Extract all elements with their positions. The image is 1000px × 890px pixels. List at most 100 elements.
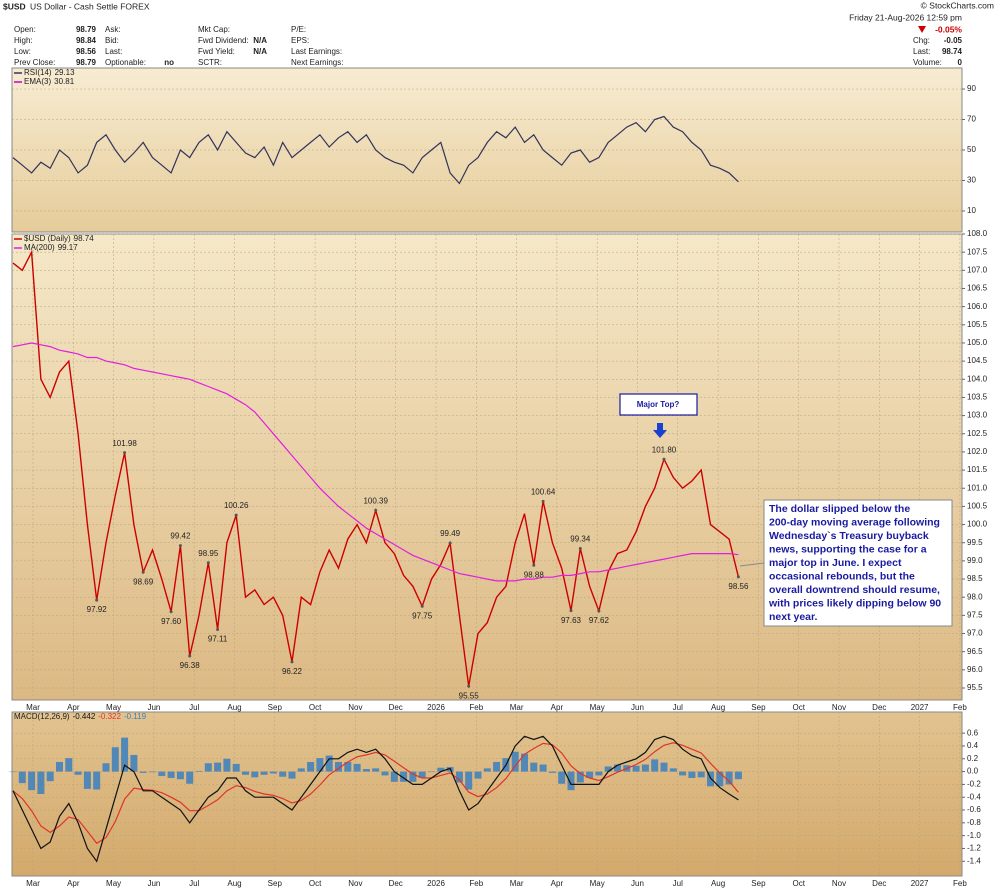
histogram-bar [437,767,445,772]
x-tick-label: Mar [26,703,40,712]
y-tick-label: 0.4 [967,741,979,750]
x-tick-label: Jun [631,703,644,712]
histogram-bar [46,771,54,782]
y-tick-label: 102.5 [967,429,988,438]
field-value: -0.05 [944,36,963,45]
histogram-bar [279,771,287,777]
legend-entry: MA(200) 99.17 [24,243,78,252]
histogram-bar [697,771,705,778]
series-line [12,735,739,863]
y-tick-label: 107.0 [967,265,988,274]
y-tick-label: 10 [967,206,976,215]
x-tick-label: Jul [673,703,683,712]
x-tick-label: 2026 [427,879,445,888]
legend-value: -0.119 [124,712,147,721]
y-tick-label: 99.5 [967,538,983,547]
histogram-bar [307,761,315,772]
legend-name: RSI(14) [24,68,52,77]
down-arrow-icon [918,26,926,33]
field-value: 98.74 [942,47,963,56]
y-tick-label: 104.0 [967,374,988,383]
field-label: Fwd Yield: [198,47,235,56]
histogram-bar [149,771,156,773]
histogram-bar [167,771,175,778]
histogram-bar [56,761,63,772]
x-tick-label: Oct [309,879,322,888]
histogram-bar [707,771,714,787]
point-label: 97.60 [161,617,182,626]
x-tick-label: Aug [711,703,725,712]
histogram-bar [465,771,473,790]
field-value: no [164,58,174,67]
histogram-bar [83,771,91,789]
x-tick-label: Dec [389,879,403,888]
histogram-bar [409,771,417,782]
y-tick-label: 107.5 [967,247,988,256]
x-tick-label: May [106,703,121,712]
x-tick-label: Sep [751,703,766,712]
y-tick-label: 0.0 [967,767,979,776]
y-tick-label: 97.5 [967,610,983,619]
y-tick-label: 106.0 [967,302,988,311]
x-tick-label: Jul [189,703,199,712]
histogram-bar [139,771,147,773]
x-tick-label: Jul [189,879,199,888]
point-label: 100.64 [531,487,556,496]
field-value: 0 [958,58,963,67]
annotated-point [216,628,220,632]
y-tick-label: 98.0 [967,592,983,601]
x-tick-label: May [590,879,605,888]
point-label: 97.63 [561,616,582,625]
callout-box [619,393,698,416]
change-pct: -0.05% [935,24,962,34]
point-label: 95.55 [459,691,480,700]
y-tick-label: 90 [967,84,976,93]
annotated-point [141,570,145,574]
y-tick-label: 105.5 [967,320,988,329]
histogram-bar [362,769,370,772]
x-tick-label: Sep [268,879,283,888]
histogram-bar [28,771,36,791]
field-value: 98.56 [76,47,97,56]
datetime: Friday 21-Aug-2026 12:59 pm [849,12,962,22]
histogram-bar [74,771,82,775]
histogram-bar [37,771,45,794]
y-tick-label: -1.2 [967,844,981,853]
x-tick-label: Mar [510,879,524,888]
point-label: 100.39 [363,497,388,506]
legend-value: 99.17 [58,243,79,252]
field-label: SCTR: [198,58,222,67]
y-tick-label: 97.0 [967,629,983,638]
field-label: Optionable: [105,58,146,67]
field-value: N/A [253,36,267,45]
x-tick-label: May [590,703,605,712]
histogram-bar [474,771,482,779]
histogram-bar [214,762,222,772]
y-tick-label: -0.2 [967,780,981,789]
point-label: 99.49 [440,529,461,538]
annotated-point [541,499,545,503]
y-tick-label: 101.0 [967,483,988,492]
histogram-bar [158,771,166,777]
histogram-bar [669,768,677,772]
y-tick-label: 102.0 [967,447,988,456]
comment-pointer [739,562,765,567]
x-tick-label: 2027 [911,879,929,888]
point-label: 98.88 [524,570,545,579]
legend-value: 30.81 [54,77,75,86]
histogram-bar [269,771,277,774]
x-tick-label: Nov [832,703,846,712]
comment-line: major top in June. I expect [769,557,902,569]
annotated-point [597,609,601,613]
point-label: 97.11 [208,635,228,644]
field-label: P/E: [291,25,306,34]
x-tick-label: Nov [348,879,362,888]
y-tick-label: 95.5 [967,683,983,692]
histogram-bar [176,771,184,780]
histogram-bar [102,763,110,772]
histogram-bar [530,762,538,772]
histogram-bar [186,771,194,784]
point-label: 99.34 [570,535,591,544]
x-tick-label: Mar [510,703,524,712]
